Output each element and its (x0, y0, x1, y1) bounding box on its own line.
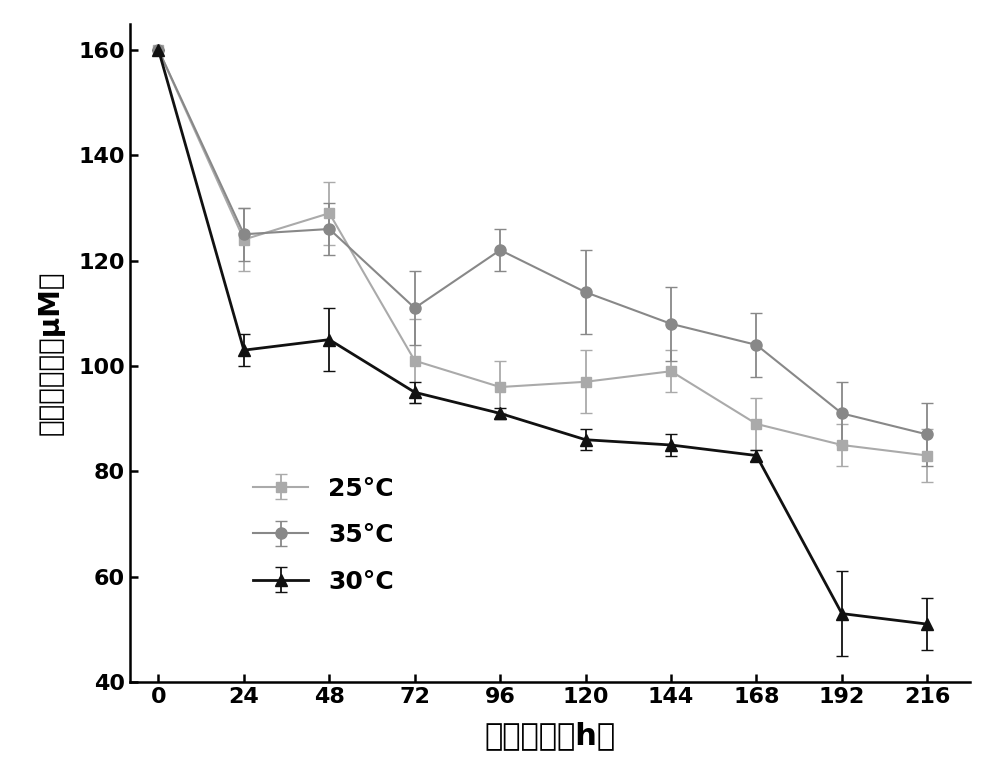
Y-axis label: 金离子浓度（μM）: 金离子浓度（μM） (36, 270, 64, 435)
Legend: 25°C, 35°C, 30°C: 25°C, 35°C, 30°C (243, 466, 404, 604)
X-axis label: 生长时间（h）: 生长时间（h） (484, 720, 616, 750)
